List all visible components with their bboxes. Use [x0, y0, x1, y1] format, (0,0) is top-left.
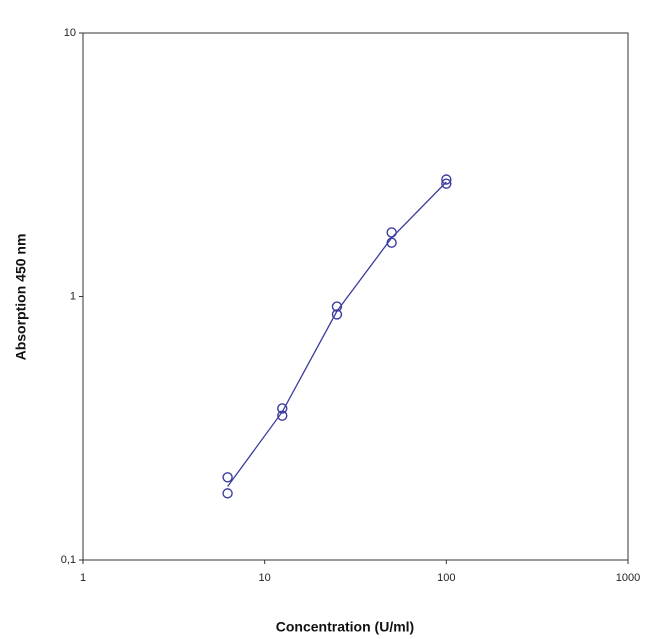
x-tick-label: 1000 — [616, 572, 640, 584]
y-axis-title: Absorption 450 nm — [13, 234, 29, 361]
fit-curve — [227, 181, 447, 487]
data-point — [441, 178, 452, 189]
x-tick-label: 10 — [259, 572, 271, 584]
y-tick-label: 0,1 — [61, 554, 76, 566]
data-point — [222, 488, 233, 499]
x-axis-title: Concentration (U/ml) — [276, 619, 414, 635]
y-tick-label: 10 — [64, 27, 76, 39]
data-point — [331, 301, 343, 312]
data-point — [386, 237, 397, 248]
x-tick-label: 100 — [437, 572, 455, 584]
data-point — [386, 227, 397, 238]
plot-frame — [82, 32, 629, 561]
data-point — [331, 309, 343, 320]
y-tick-label: 1 — [70, 290, 76, 302]
data-point — [277, 410, 288, 421]
data-point — [277, 403, 288, 414]
x-tick-label: 1 — [80, 572, 86, 584]
data-point — [222, 472, 233, 483]
data-point — [441, 174, 452, 185]
